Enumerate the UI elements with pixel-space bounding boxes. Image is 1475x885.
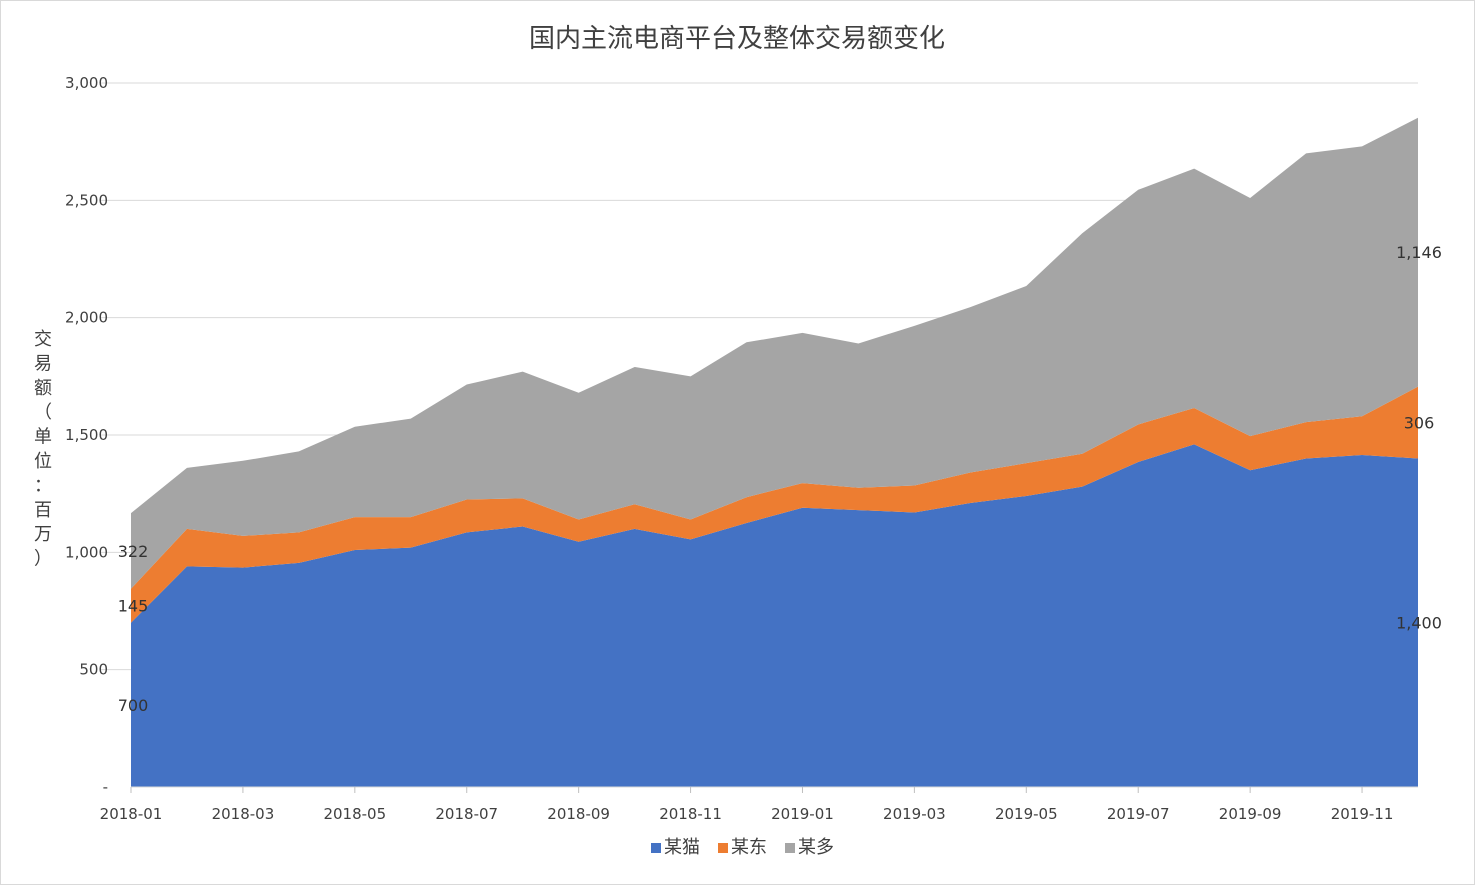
y-tick-label: 1,000 <box>65 543 108 561</box>
data-label: 1,400 <box>1396 614 1442 633</box>
y-axis-label-char: ： <box>34 475 52 496</box>
y-axis-label-char: 交 <box>34 329 52 350</box>
y-axis-label-char: ） <box>34 549 52 570</box>
y-axis-label-char: 额 <box>34 378 52 399</box>
x-tick-label: 2019-05 <box>995 805 1058 823</box>
y-axis-label-char: 万 <box>34 524 52 545</box>
data-label: 306 <box>1404 414 1435 433</box>
x-tick-label: 2019-11 <box>1331 805 1394 823</box>
x-tick-label: 2019-09 <box>1219 805 1282 823</box>
data-label: 322 <box>118 542 149 561</box>
x-tick-label: 2018-01 <box>100 805 163 823</box>
x-tick-label: 2018-03 <box>212 805 275 823</box>
y-axis-label-char: 位 <box>34 451 52 472</box>
data-label: 700 <box>118 696 149 715</box>
legend-swatch <box>651 843 661 853</box>
y-axis-label-char: 单 <box>34 427 52 448</box>
y-tick-label: - <box>103 778 108 796</box>
x-tick-label: 2019-07 <box>1107 805 1170 823</box>
y-tick-label: 500 <box>79 661 108 679</box>
data-label: 1,146 <box>1396 243 1442 262</box>
y-tick-label: 2,500 <box>65 191 108 209</box>
x-tick-label: 2019-01 <box>771 805 834 823</box>
axes: - 500 1,000 1,500 2,000 2,500 3,000 2018-01 2018… <box>65 74 1418 823</box>
y-axis-label-char: 百 <box>34 500 52 521</box>
data-labels: 700 145 322 1,400 306 1,146 <box>118 243 1442 715</box>
x-tick-label: 2019-03 <box>883 805 946 823</box>
legend-label: 某东 <box>731 837 767 858</box>
area-series-3 <box>131 117 1418 589</box>
y-tick-label: 1,500 <box>65 426 108 444</box>
x-tick-label: 2018-05 <box>323 805 386 823</box>
legend-swatch <box>718 843 728 853</box>
legend-label: 某猫 <box>664 837 700 858</box>
area-series-2 <box>131 386 1418 623</box>
legend: 某猫 某东 某多 <box>651 837 834 858</box>
chart-title: 国内主流电商平台及整体交易额变化 <box>529 24 945 54</box>
legend-label: 某多 <box>798 837 834 858</box>
y-axis-label: 交易额 （ 单位 ： 百万 ） <box>34 329 52 570</box>
x-tick-label: 2018-07 <box>435 805 498 823</box>
y-tick-label: 3,000 <box>65 74 108 92</box>
x-tick-label: 2018-09 <box>547 805 610 823</box>
y-tick-label: 2,000 <box>65 309 108 327</box>
x-tick-label: 2018-11 <box>659 805 722 823</box>
area-series <box>131 117 1418 787</box>
area-series-1 <box>131 444 1418 787</box>
legend-swatch <box>785 843 795 853</box>
y-axis-label-char: （ <box>34 402 52 423</box>
y-axis-label-char: 易 <box>34 353 52 374</box>
data-label: 145 <box>118 597 149 616</box>
